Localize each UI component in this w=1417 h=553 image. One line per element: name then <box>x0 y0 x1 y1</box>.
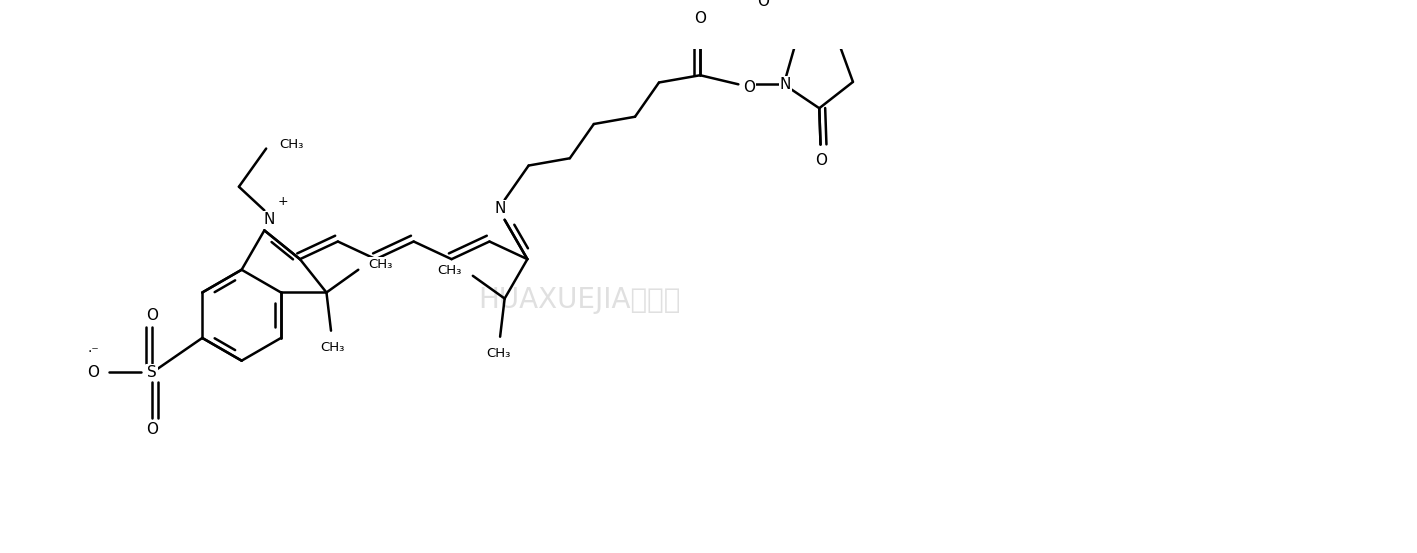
Text: CH₃: CH₃ <box>320 341 344 353</box>
Text: S: S <box>147 365 157 380</box>
Text: O: O <box>815 153 828 169</box>
Text: CH₃: CH₃ <box>486 347 510 359</box>
Text: O: O <box>757 0 769 9</box>
Text: O: O <box>744 80 755 96</box>
Text: HUAXUEJIA化学加: HUAXUEJIA化学加 <box>479 286 680 314</box>
Text: N: N <box>779 77 791 92</box>
Text: O: O <box>146 422 159 437</box>
Text: ·⁻: ·⁻ <box>88 346 99 359</box>
Text: CH₃: CH₃ <box>279 138 303 152</box>
Text: O: O <box>694 12 706 27</box>
Text: O: O <box>88 365 99 380</box>
Text: CH₃: CH₃ <box>368 258 393 271</box>
Text: N: N <box>495 201 506 216</box>
Text: +: + <box>278 195 288 208</box>
Text: N: N <box>264 212 275 227</box>
Text: CH₃: CH₃ <box>436 264 462 277</box>
Text: O: O <box>146 307 159 323</box>
